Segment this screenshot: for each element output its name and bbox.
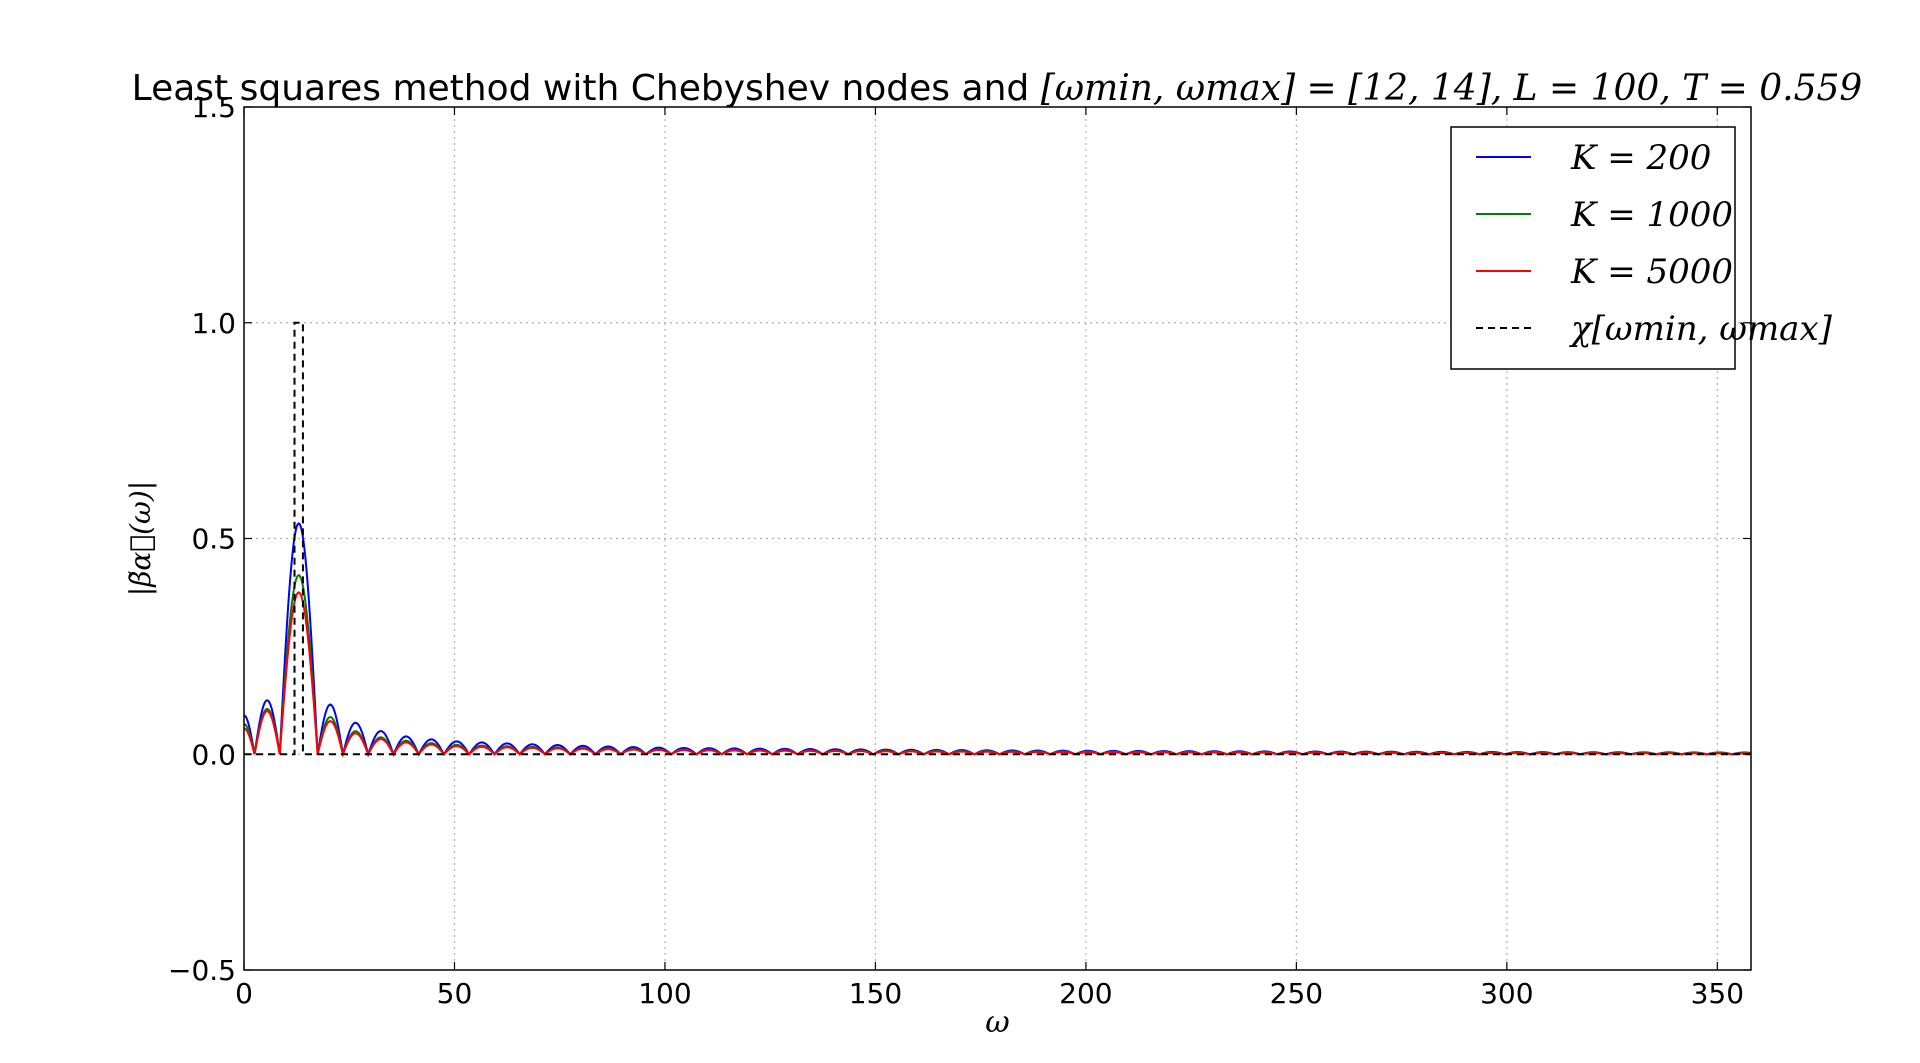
series-line-0 bbox=[243, 522, 1752, 758]
series-line-3 bbox=[244, 321, 1751, 756]
legend-label-1: K = 1000 bbox=[1570, 195, 1733, 235]
axis-ticks: 0 50 100 150 200 250 300 350 −0.5 0.0 0.5 1.0 1.5 bbox=[168, 91, 1751, 1010]
y-tick-label: −0.5 bbox=[168, 954, 236, 987]
x-tick-label: 150 bbox=[849, 977, 902, 1010]
legend-label-2: K = 5000 bbox=[1570, 252, 1733, 292]
x-tick-label: 200 bbox=[1059, 977, 1112, 1010]
legend-box bbox=[1450, 126, 1736, 370]
x-tick-label: 50 bbox=[437, 977, 473, 1010]
series-line-1 bbox=[243, 574, 1752, 758]
y-tick-label: 1.0 bbox=[191, 307, 236, 340]
chart-title-math: [ωmin, ωmax] = [12, 14], L = 100, T = 0.… bbox=[1041, 68, 1863, 109]
y-tick-label: 0.5 bbox=[191, 523, 236, 556]
y-tick-label: 1.5 bbox=[191, 91, 236, 124]
legend-label-0: K = 200 bbox=[1570, 138, 1711, 178]
legend-label-3: χ[ωmin, ωmax] bbox=[1569, 309, 1833, 349]
y-axis-label: |β̃α⃗(ω)| bbox=[124, 481, 157, 596]
legend: K = 200 K = 1000 K = 5000 χ[ωmin, ωmax] bbox=[1450, 126, 1833, 370]
x-tick-label: 250 bbox=[1270, 977, 1323, 1010]
x-tick-label: 300 bbox=[1480, 977, 1533, 1010]
series-layer bbox=[243, 321, 1752, 758]
x-axis-label: ω bbox=[985, 1005, 1009, 1040]
x-tick-label: 0 bbox=[235, 977, 253, 1010]
x-tick-label: 350 bbox=[1691, 977, 1744, 1010]
series-line-2 bbox=[243, 591, 1752, 758]
y-tick-label: 0.0 bbox=[191, 738, 236, 771]
x-tick-label: 100 bbox=[638, 977, 691, 1010]
chart-title-plain: Least squares method with Chebyshev node… bbox=[132, 68, 1041, 109]
chart-title: Least squares method with Chebyshev node… bbox=[132, 68, 1863, 109]
